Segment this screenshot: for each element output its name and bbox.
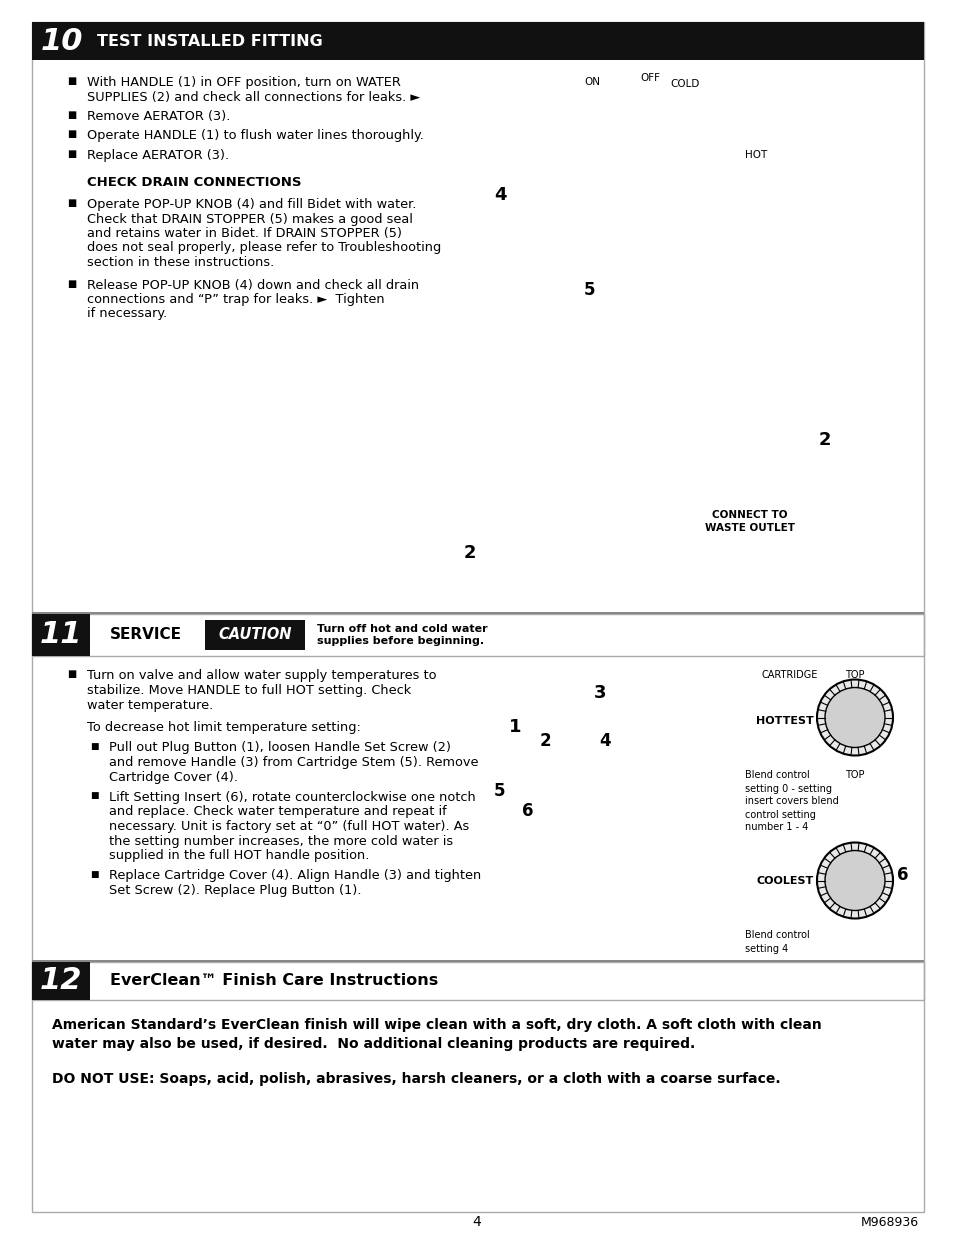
Text: Turn on valve and allow water supply temperatures to: Turn on valve and allow water supply tem… [87,669,436,683]
Text: With HANDLE (1) in OFF position, turn on WATER: With HANDLE (1) in OFF position, turn on… [87,77,400,89]
Text: 6: 6 [521,802,533,820]
Text: OFF: OFF [639,73,659,83]
Text: Cartridge Cover (4).: Cartridge Cover (4). [109,771,237,783]
Bar [32,960,923,962]
Text: DO NOT USE: Soaps, acid, polish, abrasives, harsh cleaners, or a cloth with a co: DO NOT USE: Soaps, acid, polish, abrasiv… [52,1072,780,1087]
Text: 5: 5 [494,782,505,799]
Text: ■: ■ [68,110,76,120]
Text: Remove AERATOR (3).: Remove AERATOR (3). [87,110,230,124]
Circle shape [824,851,884,910]
Text: M968936: M968936 [860,1215,918,1229]
Bar [32,962,90,999]
Text: ■: ■ [68,669,76,679]
Text: Pull out Plug Button (1), loosen Handle Set Screw (2): Pull out Plug Button (1), loosen Handle … [109,741,451,755]
Text: ■: ■ [90,790,98,800]
Text: Release POP-UP KNOB (4) down and check all drain: Release POP-UP KNOB (4) down and check a… [87,279,418,291]
Bar [32,22,923,61]
Text: CHECK DRAIN CONNECTIONS: CHECK DRAIN CONNECTIONS [87,175,301,189]
Text: ■: ■ [68,149,76,159]
Text: CAUTION: CAUTION [218,627,292,642]
Text: 6: 6 [897,867,908,884]
Circle shape [816,679,892,756]
Text: TEST INSTALLED FITTING: TEST INSTALLED FITTING [97,33,322,48]
Text: CARTRIDGE: CARTRIDGE [761,671,818,680]
Text: 2: 2 [818,431,830,450]
Text: Check that DRAIN STOPPER (5) makes a good seal: Check that DRAIN STOPPER (5) makes a goo… [87,212,413,226]
Bar [32,614,90,656]
Text: To decrease hot limit temperature setting:: To decrease hot limit temperature settin… [87,721,360,734]
Text: supplied in the full HOT handle position.: supplied in the full HOT handle position… [109,848,369,862]
Text: 2: 2 [463,543,476,562]
Text: ■: ■ [90,741,98,751]
Text: control setting: control setting [744,809,815,820]
Text: supplies before beginning.: supplies before beginning. [316,636,483,646]
Text: 3: 3 [593,684,605,703]
Text: setting 0 - setting: setting 0 - setting [744,783,831,794]
Text: 2: 2 [538,732,550,751]
Text: connections and “P” trap for leaks. ►  Tighten: connections and “P” trap for leaks. ► Ti… [87,293,384,306]
Text: 11: 11 [40,620,82,650]
Bar [32,962,923,999]
Text: if necessary.: if necessary. [87,308,167,321]
Text: 5: 5 [583,282,595,299]
Bar [32,613,923,614]
Bar [32,614,923,656]
Text: 10: 10 [41,26,83,56]
Text: ON: ON [583,77,599,86]
Text: setting 4: setting 4 [744,944,787,953]
Text: SERVICE: SERVICE [110,627,182,642]
Text: necessary. Unit is factory set at “0” (full HOT water). As: necessary. Unit is factory set at “0” (f… [109,820,469,832]
Text: Set Screw (2). Replace Plug Button (1).: Set Screw (2). Replace Plug Button (1). [109,884,361,897]
Text: HOTTEST: HOTTEST [756,715,813,725]
Text: 12: 12 [40,966,82,995]
Text: 4: 4 [494,186,506,204]
Text: American Standard’s EverClean finish will wipe clean with a soft, dry cloth. A s: American Standard’s EverClean finish wil… [52,1018,821,1051]
Text: Blend control: Blend control [744,930,809,941]
Text: and replace. Check water temperature and repeat if: and replace. Check water temperature and… [109,805,446,819]
Text: and retains water in Bidet. If DRAIN STOPPER (5): and retains water in Bidet. If DRAIN STO… [87,227,401,240]
Text: ■: ■ [90,869,98,878]
Text: water temperature.: water temperature. [87,699,213,711]
Text: HOT: HOT [744,149,766,161]
Text: COLD: COLD [669,79,699,89]
Text: SUPPLIES (2) and check all connections for leaks. ►: SUPPLIES (2) and check all connections f… [87,90,420,104]
Text: and remove Handle (3) from Cartridge Stem (5). Remove: and remove Handle (3) from Cartridge Ste… [109,756,478,769]
Text: Turn off hot and cold water: Turn off hot and cold water [316,624,487,634]
Text: ■: ■ [68,198,76,207]
Text: Replace AERATOR (3).: Replace AERATOR (3). [87,149,229,162]
Text: Replace Cartridge Cover (4). Align Handle (3) and tighten: Replace Cartridge Cover (4). Align Handl… [109,869,480,883]
Text: ■: ■ [68,279,76,289]
Text: section in these instructions.: section in these instructions. [87,256,274,269]
Text: stabilize. Move HANDLE to full HOT setting. Check: stabilize. Move HANDLE to full HOT setti… [87,684,411,697]
Text: ■: ■ [68,130,76,140]
Circle shape [824,688,884,747]
Text: 1: 1 [508,719,520,736]
Text: 4: 4 [598,732,610,751]
Text: WASTE OUTLET: WASTE OUTLET [704,522,794,534]
Text: Blend control: Blend control [744,771,809,781]
Text: ■: ■ [68,77,76,86]
Text: Operate HANDLE (1) to flush water lines thoroughly.: Operate HANDLE (1) to flush water lines … [87,130,423,142]
Text: insert covers blend: insert covers blend [744,797,838,806]
Text: the setting number increases, the more cold water is: the setting number increases, the more c… [109,835,453,847]
Text: COOLEST: COOLEST [756,876,813,885]
Text: Operate POP-UP KNOB (4) and fill Bidet with water.: Operate POP-UP KNOB (4) and fill Bidet w… [87,198,416,211]
Bar [205,620,305,650]
Text: EverClean™ Finish Care Instructions: EverClean™ Finish Care Instructions [110,973,437,988]
Text: 4: 4 [472,1215,481,1229]
Text: does not seal properly, please refer to Troubleshooting: does not seal properly, please refer to … [87,242,441,254]
Text: CONNECT TO: CONNECT TO [712,510,787,520]
Text: TOP: TOP [844,671,863,680]
Text: Lift Setting Insert (6), rotate counterclockwise one notch: Lift Setting Insert (6), rotate counterc… [109,790,476,804]
Text: TOP: TOP [844,771,863,781]
Text: number 1 - 4: number 1 - 4 [744,823,807,832]
Circle shape [816,842,892,919]
